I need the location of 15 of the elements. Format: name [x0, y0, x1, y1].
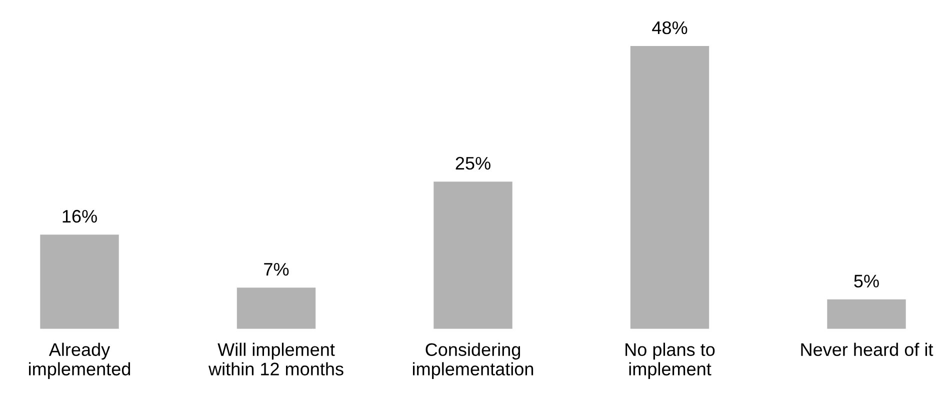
data-label: 25% [456, 156, 490, 170]
bar [434, 182, 512, 329]
x-tick-label: Never heard of it [801, 342, 934, 356]
data-label: 16% [62, 210, 97, 223]
x-tick-label: Considering implementation [412, 342, 534, 380]
x-tick-label: No plans to implement [626, 342, 715, 380]
bar [630, 46, 710, 329]
data-label: 7% [264, 263, 289, 276]
bar [236, 288, 316, 329]
bar [827, 299, 906, 329]
x-tick-label: Already implemented [29, 342, 130, 380]
x-tick-label: Will implement within 12 months [208, 342, 344, 376]
data-label: 48% [652, 21, 688, 34]
bar [40, 234, 119, 329]
data-label: 5% [854, 274, 879, 288]
